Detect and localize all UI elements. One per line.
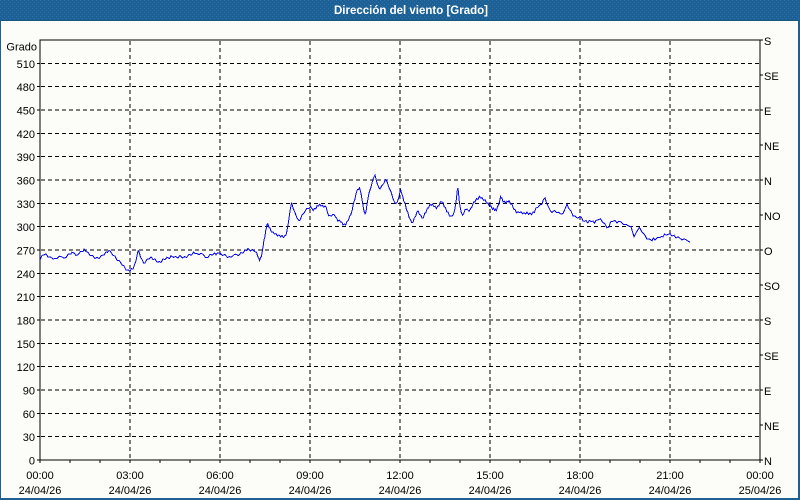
svg-text:00:00: 00:00 [26,470,54,482]
svg-text:24/04/26: 24/04/26 [199,485,242,497]
svg-text:SE: SE [764,351,779,363]
svg-text:NE: NE [764,141,779,153]
svg-text:24/04/26: 24/04/26 [289,485,332,497]
svg-text:S: S [764,316,771,328]
svg-text:SO: SO [764,281,780,293]
svg-text:120: 120 [17,362,35,374]
svg-text:330: 330 [17,199,35,211]
svg-text:390: 390 [17,152,35,164]
svg-text:420: 420 [17,129,35,141]
svg-text:24/04/26: 24/04/26 [379,485,422,497]
svg-text:21:00: 21:00 [656,470,684,482]
svg-text:210: 210 [17,292,35,304]
svg-text:O: O [764,246,773,258]
svg-text:24/04/26: 24/04/26 [469,485,512,497]
svg-text:480: 480 [17,82,35,94]
svg-text:180: 180 [17,316,35,328]
svg-text:N: N [764,176,772,188]
svg-text:24/04/26: 24/04/26 [109,485,152,497]
svg-text:150: 150 [17,339,35,351]
svg-text:NO: NO [764,211,781,223]
svg-text:03:00: 03:00 [116,470,144,482]
svg-text:24/04/26: 24/04/26 [649,485,692,497]
svg-text:Grado: Grado [6,42,37,54]
svg-text:25/04/26: 25/04/26 [739,485,782,497]
svg-text:30: 30 [23,432,35,444]
svg-text:510: 510 [17,59,35,71]
svg-text:NE: NE [764,421,779,433]
svg-text:240: 240 [17,269,35,281]
svg-text:15:00: 15:00 [476,470,504,482]
svg-text:450: 450 [17,106,35,118]
svg-text:60: 60 [23,409,35,421]
svg-text:360: 360 [17,176,35,188]
svg-text:300: 300 [17,222,35,234]
svg-text:18:00: 18:00 [566,470,594,482]
svg-text:12:00: 12:00 [386,470,414,482]
svg-text:270: 270 [17,246,35,258]
svg-text:24/04/26: 24/04/26 [559,485,602,497]
svg-text:SE: SE [764,71,779,83]
svg-text:00:00: 00:00 [746,470,774,482]
svg-text:Dirección del viento [Grado]: Dirección del viento [Grado] [334,5,488,17]
svg-text:0: 0 [29,456,35,468]
svg-text:06:00: 06:00 [206,470,234,482]
svg-text:N: N [764,456,772,468]
svg-text:24/04/26: 24/04/26 [19,485,62,497]
svg-text:09:00: 09:00 [296,470,324,482]
svg-text:E: E [764,106,771,118]
svg-text:S: S [764,36,771,48]
svg-text:E: E [764,386,771,398]
svg-text:90: 90 [23,386,35,398]
